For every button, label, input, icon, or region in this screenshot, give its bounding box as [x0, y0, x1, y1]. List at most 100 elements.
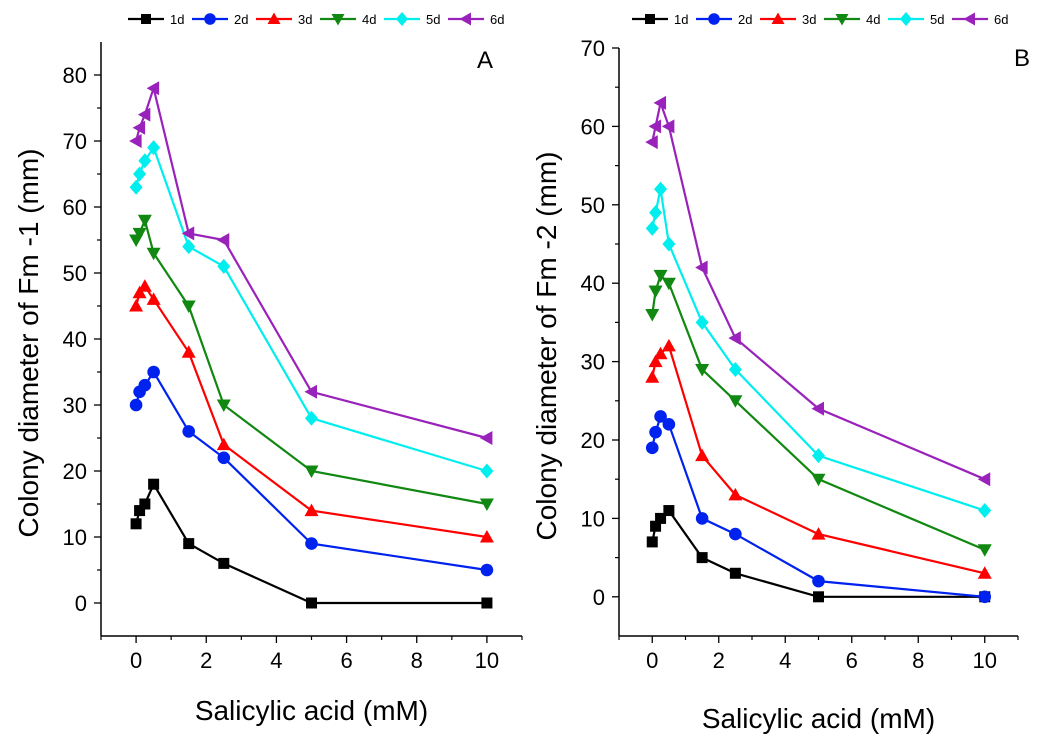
data-point-3d [648, 354, 663, 368]
legend-label: 1d [674, 12, 688, 27]
data-point-2d [138, 378, 152, 392]
data-point-6d [653, 95, 667, 110]
data-point-4d [661, 277, 676, 291]
data-point-5d [812, 448, 825, 464]
data-point-5d [147, 140, 161, 156]
data-point-6d [661, 119, 675, 134]
x-tick-label: 4 [779, 648, 791, 673]
y-tick-label: 70 [63, 129, 87, 154]
y-tick-label: 50 [581, 193, 605, 218]
series-line-2d [651, 414, 985, 598]
y-tick-label: 30 [581, 350, 605, 375]
data-point-4d [811, 473, 826, 487]
data-point-4d [648, 285, 663, 299]
x-tick-label: 4 [270, 648, 282, 673]
data-point-3d [181, 345, 196, 358]
legend-marker [331, 14, 345, 26]
data-point-3d [137, 279, 152, 292]
y-axis-label: Colony diameter of Fm -2 (mm) [531, 152, 562, 541]
data-point-1d [650, 520, 662, 532]
data-point-5d [662, 236, 676, 252]
y-tick-label: 10 [581, 506, 605, 531]
panel-label: B [1014, 45, 1030, 72]
data-point-4d [216, 399, 231, 412]
data-point-4d [695, 363, 710, 377]
legend-label: 4d [866, 12, 880, 27]
data-point-2d [662, 418, 676, 431]
data-point-5d [217, 258, 231, 274]
legend-label: 3d [298, 12, 312, 27]
data-point-6d [479, 431, 493, 445]
data-point-4d [132, 227, 147, 241]
legend-marker [835, 14, 849, 26]
legend-label: 3d [802, 12, 816, 27]
legend-label: 4d [362, 12, 376, 27]
data-point-1d [148, 478, 160, 490]
data-point-6d [129, 134, 142, 148]
legend-marker [267, 12, 281, 24]
data-point-4d [479, 498, 494, 511]
data-point-2d [729, 527, 742, 541]
data-point-2d [978, 590, 992, 604]
y-axis-label: Colony diameter of Fm -1 (mm) [13, 149, 44, 538]
data-point-1d [134, 505, 146, 517]
data-point-3d [811, 527, 826, 540]
data-point-3d [146, 292, 161, 305]
x-tick-label: 10 [973, 648, 997, 673]
legend-marker [708, 13, 720, 25]
data-point-2d [654, 410, 667, 423]
data-point-2d [645, 441, 659, 455]
y-tick-label: 60 [581, 114, 605, 139]
legend-marker [396, 12, 408, 26]
data-point-6d [695, 260, 708, 275]
y-tick-label: 20 [581, 428, 605, 453]
x-tick-label: 0 [646, 648, 658, 673]
data-point-6d [645, 135, 658, 150]
data-point-5d [480, 463, 494, 479]
legend-marker [204, 13, 216, 25]
y-tick-label: 70 [581, 36, 605, 61]
data-point-6d [304, 384, 317, 399]
data-point-4d [977, 544, 992, 557]
legend-marker [645, 14, 655, 24]
data-point-4d [146, 247, 161, 261]
data-point-2d [129, 398, 143, 412]
y-tick-label: 40 [63, 327, 87, 352]
legend-marker [141, 14, 151, 24]
legend-marker [771, 12, 785, 24]
data-point-1d [655, 512, 667, 524]
data-point-3d [728, 487, 743, 501]
series-line-6d [651, 98, 986, 481]
data-point-3d [661, 338, 676, 352]
data-point-6d [811, 401, 824, 416]
data-point-5d [654, 181, 668, 197]
legend-label: 1d [170, 12, 184, 27]
data-point-5d [129, 179, 143, 195]
data-point-1d [663, 505, 675, 517]
data-point-3d [216, 437, 231, 451]
y-tick-label: 30 [63, 393, 87, 418]
chart-panel-b: 0 10 20 30 40 50 60 70 0 2 4 6 8 10 Salicylic acid (mM… [531, 12, 1030, 734]
data-point-3d [695, 448, 710, 462]
data-point-5d [182, 239, 196, 255]
data-point-5d [649, 205, 663, 221]
data-point-6d [648, 119, 662, 134]
legend-label: 2d [234, 12, 248, 27]
x-tick-label: 2 [713, 648, 725, 673]
data-point-1d [130, 518, 142, 530]
data-point-3d [132, 285, 147, 299]
data-point-2d [147, 365, 160, 379]
series-line-6d [135, 84, 488, 440]
legend-marker [900, 12, 912, 26]
x-tick-label: 10 [475, 648, 499, 673]
data-point-1d [646, 536, 658, 548]
data-point-2d [480, 563, 494, 577]
data-point-6d [216, 233, 230, 247]
legend: 1d 2d 3d 4d 5d 6d [632, 12, 1008, 27]
legend-label: 6d [490, 12, 504, 27]
data-point-6d [728, 331, 741, 346]
legend-marker [459, 12, 471, 26]
legend-label: 2d [738, 12, 752, 27]
